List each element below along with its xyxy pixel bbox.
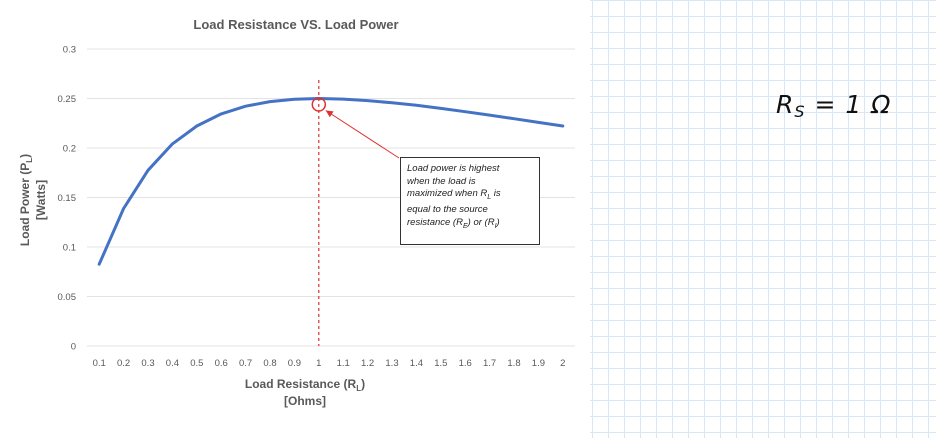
x-tick-label: 1.5 bbox=[434, 358, 447, 369]
x-tick-label: 1 bbox=[316, 358, 321, 369]
x-tick-label: 0.6 bbox=[215, 358, 228, 369]
x-tick-label: 0.1 bbox=[93, 358, 106, 369]
source-resistance-label: RS = 1 Ω bbox=[776, 90, 892, 121]
annotation-line: resistance (RE) or (RI) bbox=[407, 216, 500, 230]
x-tick-label: 1.9 bbox=[532, 358, 545, 369]
x-tick-label: 1.3 bbox=[385, 358, 398, 369]
x-tick-label: 0.8 bbox=[263, 358, 276, 369]
x-tick-label: 0.3 bbox=[141, 358, 154, 369]
x-tick-label: 0.2 bbox=[117, 358, 130, 369]
y-tick-labels: 0 0.05 0.1 0.15 0.2 0.25 0.3 bbox=[58, 45, 77, 353]
y-tick-label: 0 bbox=[71, 342, 76, 353]
max-power-circle bbox=[311, 97, 327, 112]
y-axis-title: Load Power (PL) bbox=[18, 154, 34, 246]
x-tick-label: 1.8 bbox=[507, 358, 520, 369]
chart: Load Resistance VS. Load Power 00.050.10… bbox=[18, 17, 575, 408]
annotation-arrowhead bbox=[325, 110, 334, 118]
x-tick-label: 1.1 bbox=[337, 358, 350, 369]
x-tick-label: 1.6 bbox=[459, 358, 472, 369]
annotation-line: Load power is highest bbox=[407, 163, 500, 174]
y-tick-label: 0.25 bbox=[58, 94, 77, 105]
x-axis-unit: [Ohms] bbox=[284, 394, 326, 408]
annotation-line: maximized when RL is bbox=[407, 188, 501, 201]
x-tick-label: 1.4 bbox=[410, 358, 423, 369]
x-tick-label: 0.5 bbox=[190, 358, 203, 369]
y-tick-label: 0.05 bbox=[58, 292, 77, 303]
annotation-box: Load power is highest when the load is max… bbox=[400, 157, 540, 245]
x-tick-label: 1.7 bbox=[483, 358, 496, 369]
x-axis-title: Load Resistance (RL) bbox=[245, 377, 365, 393]
x-tick-label: 2 bbox=[560, 358, 565, 369]
chart-panel: Load Resistance VS. Load Power 0 0.05 0.1 0… bbox=[18, 17, 575, 408]
annotation-line: equal to the source bbox=[407, 204, 488, 216]
x-tick-label: 0.7 bbox=[239, 358, 252, 369]
x-tick-label: 0.9 bbox=[288, 358, 301, 369]
y-tick-label: 0.2 bbox=[63, 144, 76, 155]
annotation-line: when the load is bbox=[407, 175, 476, 187]
y-tick-label: 0.1 bbox=[63, 243, 76, 254]
series-line bbox=[97, 97, 565, 266]
x-tick-label: 0.4 bbox=[166, 358, 179, 369]
annotation-arrow bbox=[325, 110, 400, 159]
x-tick-labels: 0.1 0.2 0.3 0.4 0.5 0.6 0.7 0.8 0.9 1 1.1 1.2 1.3 1.4… bbox=[93, 358, 566, 369]
y-axis-unit: [Watts] bbox=[34, 180, 48, 220]
chart-title: Load Resistance VS. Load Power bbox=[193, 17, 398, 32]
x-tick-label: 1.2 bbox=[361, 358, 374, 369]
y-tick-label: 0.15 bbox=[58, 193, 77, 204]
y-tick-label: 0.3 bbox=[63, 45, 76, 56]
